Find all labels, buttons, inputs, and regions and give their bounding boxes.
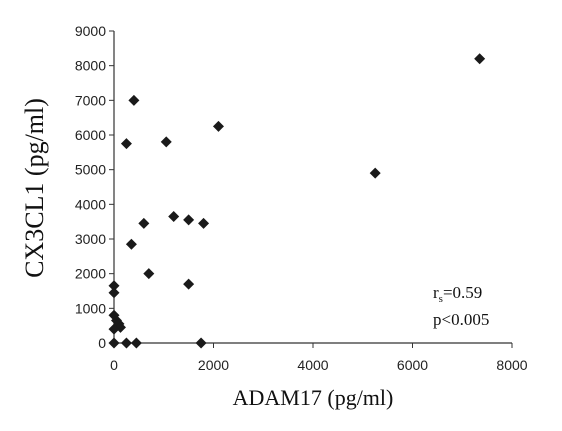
data-point [120, 337, 132, 349]
data-point [160, 136, 172, 148]
data-point [108, 280, 120, 292]
data-point [108, 337, 120, 349]
x-tick-label: 4000 [297, 357, 328, 373]
data-point [474, 53, 486, 65]
data-point [108, 287, 120, 299]
data-point [138, 217, 150, 229]
y-tick-label: 9000 [75, 23, 106, 39]
data-point [143, 268, 155, 280]
data-point [128, 94, 140, 106]
y-tick-label: 0 [98, 335, 106, 351]
x-tick-label: 6000 [397, 357, 428, 373]
x-tick-label: 2000 [198, 357, 229, 373]
x-tick-label: 0 [110, 357, 118, 373]
x-ticks: 0 2000 4000 6000 8000 [110, 343, 528, 373]
data-point [212, 120, 224, 132]
y-tick-label: 1000 [75, 300, 106, 316]
y-axis-title: CX3CL1 (pg/ml) [20, 98, 49, 278]
r-statistic: rs=0.59 [433, 283, 482, 305]
y-tick-label: 7000 [75, 92, 106, 108]
data-point [195, 337, 207, 349]
data-point [183, 278, 195, 290]
data-point [198, 217, 210, 229]
y-tick-label: 4000 [75, 196, 106, 212]
data-point [183, 214, 195, 226]
data-point [130, 337, 142, 349]
x-tick-label: 8000 [496, 357, 527, 373]
data-point [125, 238, 137, 250]
data-point [369, 167, 381, 179]
y-tick-label: 6000 [75, 127, 106, 143]
data-point [108, 323, 120, 335]
x-axis-title: ADAM17 (pg/ml) [233, 385, 394, 410]
data-point [168, 210, 180, 222]
y-tick-label: 2000 [75, 266, 106, 282]
correlation-annotation: rs=0.59 p<0.005 [433, 283, 489, 329]
data-point [120, 138, 132, 150]
y-tick-label: 3000 [75, 231, 106, 247]
y-ticks: 0 1000 2000 3000 4000 5000 6000 7000 8000 9000 [75, 23, 114, 351]
y-tick-label: 5000 [75, 162, 106, 178]
data-points [108, 53, 486, 349]
y-tick-label: 8000 [75, 58, 106, 74]
p-value: p<0.005 [433, 310, 489, 329]
